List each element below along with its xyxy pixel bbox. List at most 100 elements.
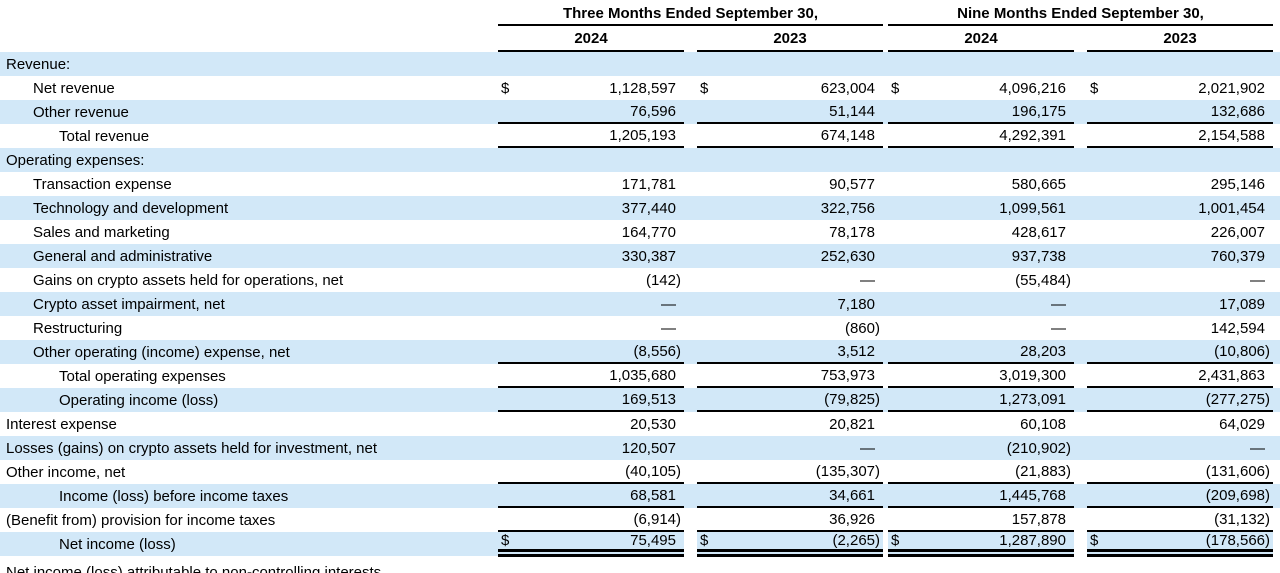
- period-group-header: Three Months Ended September 30,: [498, 0, 883, 26]
- column-gap: [684, 76, 697, 100]
- value: (131,606): [1205, 462, 1270, 480]
- value: (31,132): [1214, 510, 1270, 528]
- value-cell: 1,205,193: [498, 124, 684, 148]
- value-cell: 76,596: [498, 100, 684, 124]
- row-label: Net income (loss) attributable to non-co…: [6, 564, 382, 573]
- value-cell: 1,035,680: [498, 364, 684, 388]
- column-gap: [1074, 532, 1087, 557]
- value-cell: 17,089: [1087, 292, 1273, 316]
- column-gap: [1074, 412, 1087, 436]
- row-label: Other income, net: [6, 463, 126, 481]
- row-label: Operating income (loss): [59, 391, 219, 409]
- right-pad: [1273, 172, 1280, 196]
- value: —: [860, 439, 875, 457]
- value: (40,105): [625, 462, 681, 480]
- value-cell: 7,180: [697, 292, 883, 316]
- column-gap: [684, 436, 697, 460]
- value-cell: 120,507: [498, 436, 684, 460]
- value: 17,089: [1219, 295, 1265, 313]
- value-cell: 60,108: [888, 412, 1074, 436]
- column-gap: [1074, 196, 1087, 220]
- value: 674,148: [820, 126, 875, 144]
- value-cell: 674,148: [697, 124, 883, 148]
- value-cell: —: [498, 292, 684, 316]
- value-cell: (142): [498, 268, 684, 292]
- value-cell: 164,770: [498, 220, 684, 244]
- column-gap: [1074, 172, 1087, 196]
- column-gap: [684, 364, 697, 388]
- row-label: Total operating expenses: [59, 367, 226, 385]
- value-cell: [697, 148, 883, 172]
- table-row: Total revenue 1,205,193 674,148 4,292,39…: [0, 124, 1280, 148]
- row-label: Operating expenses:: [6, 151, 145, 169]
- value-cell: [1087, 148, 1273, 172]
- value-cell: 2,431,863: [1087, 364, 1273, 388]
- row-label: Net income (loss): [59, 536, 176, 553]
- value: 142,594: [1210, 319, 1265, 337]
- value: 1,445,768: [999, 486, 1066, 504]
- column-gap: [684, 148, 697, 172]
- value-cell: [498, 52, 684, 76]
- value-cell: 580,665: [888, 172, 1074, 196]
- column-gap: [684, 388, 697, 412]
- year-header: 2024: [888, 26, 1074, 52]
- right-pad: [1273, 364, 1280, 388]
- value-cell: 1,445,768: [888, 484, 1074, 508]
- column-gap: [1074, 436, 1087, 460]
- table-row: Sales and marketing 164,770 78,178 428,6…: [0, 220, 1280, 244]
- right-pad: [1273, 196, 1280, 220]
- column-gap: [1074, 484, 1087, 508]
- value: 937,738: [1011, 247, 1066, 265]
- value: 78,178: [829, 223, 875, 241]
- value-cell: (6,914): [498, 508, 684, 532]
- value: 90,577: [829, 175, 875, 193]
- value: 580,665: [1011, 175, 1066, 193]
- row-label: (Benefit from) provision for income taxe…: [6, 511, 276, 529]
- row-label: Net revenue: [33, 79, 115, 97]
- value: —: [661, 295, 676, 313]
- value-cell: 34,661: [697, 484, 883, 508]
- value-cell: 28,203: [888, 340, 1074, 364]
- value-cell: 20,821: [697, 412, 883, 436]
- column-gap: [684, 508, 697, 532]
- value: 252,630: [820, 247, 875, 265]
- column-gap: [684, 220, 697, 244]
- value-cell: 142,594: [1087, 316, 1273, 340]
- right-pad: [1273, 340, 1280, 364]
- value: 36,926: [829, 510, 875, 528]
- right-pad: [1273, 388, 1280, 412]
- right-pad: [1273, 244, 1280, 268]
- table-row: Income (loss) before income taxes 68,581…: [0, 484, 1280, 508]
- value-cell: —: [1087, 268, 1273, 292]
- value: (10,806): [1214, 342, 1270, 360]
- row-label: Gains on crypto assets held for operatio…: [33, 271, 344, 289]
- column-gap: [1074, 76, 1087, 100]
- value-cell: 36,926: [697, 508, 883, 532]
- value: 295,146: [1210, 175, 1265, 193]
- right-pad: [1273, 436, 1280, 460]
- value: 623,004: [820, 79, 875, 97]
- table-row: Interest expense 20,530 20,821 60,108 64…: [0, 412, 1280, 436]
- value: 322,756: [820, 199, 875, 217]
- column-gap: [1074, 148, 1087, 172]
- row-label: Transaction expense: [33, 175, 172, 193]
- table-row: Operating expenses:: [0, 148, 1280, 172]
- value-cell: $ 623,004: [697, 76, 883, 100]
- value: (8,556): [633, 342, 681, 360]
- value-cell: (8,556): [498, 340, 684, 364]
- value-cell: (131,606): [1087, 460, 1273, 484]
- table-row: Losses (gains) on crypto assets held for…: [0, 436, 1280, 460]
- value: 20,821: [829, 415, 875, 433]
- value: 120,507: [621, 439, 676, 457]
- value-cell: $ 2,021,902: [1087, 76, 1273, 100]
- value: 60,108: [1020, 415, 1066, 433]
- value-cell: 1,099,561: [888, 196, 1074, 220]
- value-cell: 295,146: [1087, 172, 1273, 196]
- value: —: [1250, 439, 1265, 457]
- value: (21,883): [1015, 462, 1071, 480]
- column-gap: [1074, 100, 1087, 124]
- right-pad: [1273, 100, 1280, 124]
- column-gap: [684, 244, 697, 268]
- value-cell: —: [888, 292, 1074, 316]
- table-header-years: 2024 2023 2024 2023: [0, 26, 1280, 52]
